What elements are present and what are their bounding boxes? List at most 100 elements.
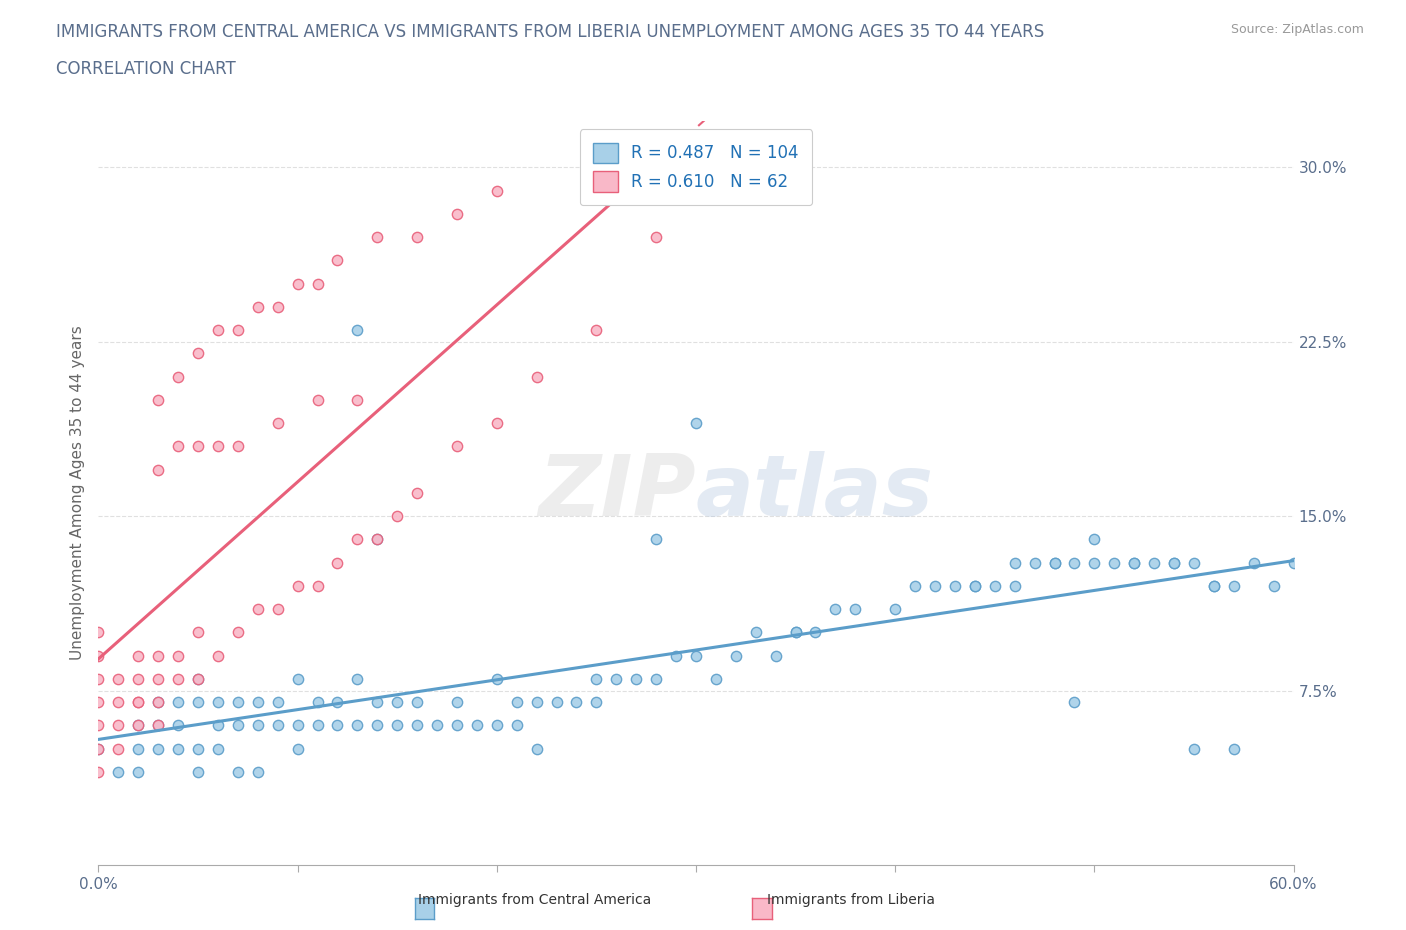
Point: [724, 648, 747, 663]
Point: [267, 299, 290, 314]
Point: [485, 416, 508, 431]
Point: [526, 369, 548, 384]
Legend: R = 0.487   N = 104, R = 0.610   N = 62: R = 0.487 N = 104, R = 0.610 N = 62: [579, 129, 813, 205]
Point: [187, 695, 209, 710]
Point: [645, 671, 668, 686]
Point: [167, 695, 190, 710]
Point: [385, 718, 409, 733]
Point: [366, 532, 388, 547]
Point: [187, 625, 209, 640]
Point: [127, 695, 149, 710]
Point: [366, 718, 388, 733]
Text: Immigrants from Liberia: Immigrants from Liberia: [766, 893, 935, 907]
Point: [127, 764, 149, 779]
Point: [246, 299, 269, 314]
Point: [824, 602, 846, 617]
Point: [526, 695, 548, 710]
Point: [346, 392, 368, 407]
Point: [704, 671, 727, 686]
Point: [167, 718, 190, 733]
Point: [267, 416, 290, 431]
Point: [107, 741, 129, 756]
Point: [346, 671, 368, 686]
Point: [585, 695, 607, 710]
Point: [426, 718, 449, 733]
Point: [406, 718, 429, 733]
Point: [406, 695, 429, 710]
Point: [187, 671, 209, 686]
Point: [187, 439, 209, 454]
Point: [87, 625, 110, 640]
Point: [1202, 578, 1225, 593]
Point: [87, 695, 110, 710]
Point: [685, 648, 707, 663]
Point: [1163, 555, 1185, 570]
Point: [446, 695, 468, 710]
Point: [924, 578, 946, 593]
Point: [366, 695, 388, 710]
Point: [167, 671, 190, 686]
Text: Immigrants from Central America: Immigrants from Central America: [418, 893, 651, 907]
Point: [804, 625, 827, 640]
Point: [1104, 555, 1126, 570]
Point: [207, 718, 229, 733]
Point: [87, 671, 110, 686]
Point: [307, 695, 329, 710]
Point: [148, 718, 170, 733]
Point: [167, 648, 190, 663]
Point: [1182, 741, 1205, 756]
Point: [1223, 741, 1246, 756]
Point: [187, 764, 209, 779]
Point: [1043, 555, 1066, 570]
Point: [506, 718, 529, 733]
Text: Source: ZipAtlas.com: Source: ZipAtlas.com: [1230, 23, 1364, 36]
Point: [148, 695, 170, 710]
Point: [446, 206, 468, 221]
Point: [207, 695, 229, 710]
Point: [226, 718, 249, 733]
Text: IMMIGRANTS FROM CENTRAL AMERICA VS IMMIGRANTS FROM LIBERIA UNEMPLOYMENT AMONG AG: IMMIGRANTS FROM CENTRAL AMERICA VS IMMIG…: [56, 23, 1045, 41]
Point: [745, 625, 768, 640]
Point: [844, 602, 866, 617]
Point: [1202, 578, 1225, 593]
Point: [1243, 555, 1265, 570]
Point: [307, 392, 329, 407]
Point: [246, 602, 269, 617]
Point: [385, 509, 409, 524]
Point: [626, 671, 648, 686]
Point: [485, 671, 508, 686]
Point: [87, 648, 110, 663]
Point: [685, 416, 707, 431]
Point: [1143, 555, 1166, 570]
Point: [307, 578, 329, 593]
Point: [287, 276, 309, 291]
Point: [585, 323, 607, 338]
Point: [287, 578, 309, 593]
Point: [1223, 578, 1246, 593]
Point: [207, 648, 229, 663]
Point: [287, 718, 309, 733]
Text: atlas: atlas: [696, 451, 934, 535]
Point: [485, 183, 508, 198]
Point: [1004, 578, 1026, 593]
Point: [127, 718, 149, 733]
Point: [148, 741, 170, 756]
Point: [963, 578, 986, 593]
Point: [326, 695, 349, 710]
Point: [287, 671, 309, 686]
Point: [326, 718, 349, 733]
Point: [127, 741, 149, 756]
Point: [585, 671, 607, 686]
Point: [1004, 555, 1026, 570]
Point: [346, 323, 368, 338]
Point: [446, 718, 468, 733]
Point: [565, 695, 588, 710]
Point: [226, 439, 249, 454]
Point: [904, 578, 927, 593]
Point: [167, 369, 190, 384]
Point: [943, 578, 966, 593]
Point: [127, 671, 149, 686]
Point: [1063, 555, 1085, 570]
Point: [226, 625, 249, 640]
Point: [884, 602, 907, 617]
